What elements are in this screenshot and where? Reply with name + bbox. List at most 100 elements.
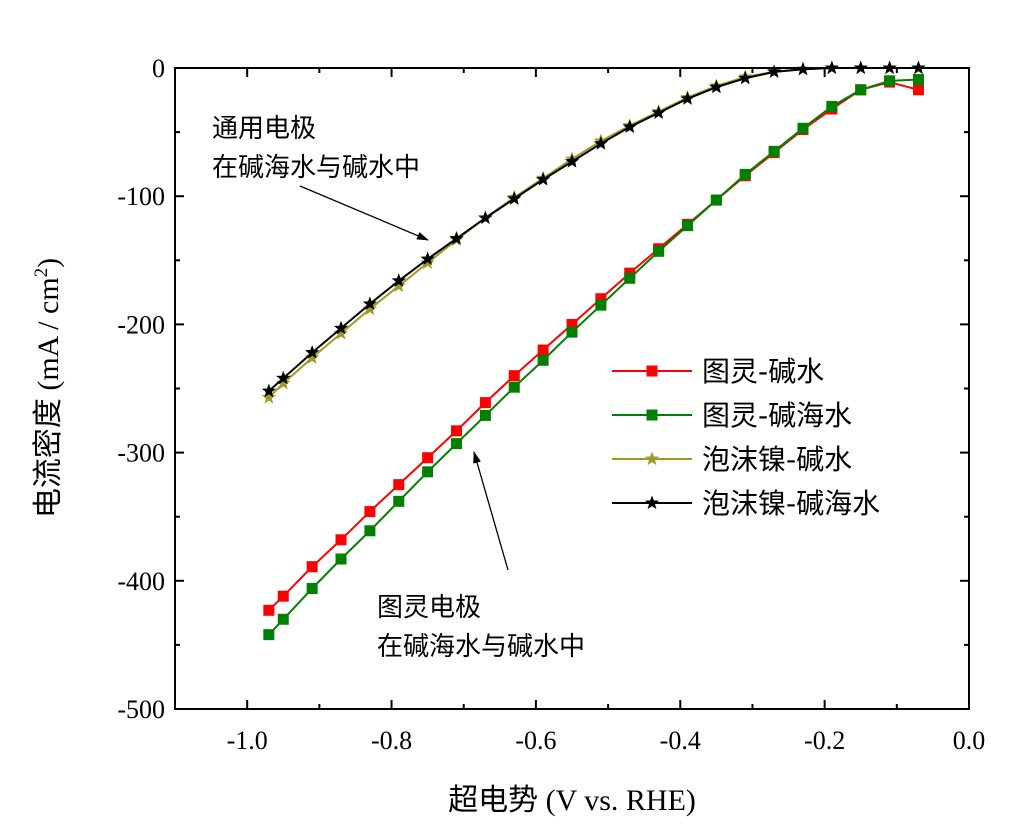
series-layer	[261, 60, 926, 641]
data-point	[277, 590, 289, 602]
y-tick-label: -200	[117, 310, 165, 339]
data-point	[624, 272, 636, 284]
y-axis-title-sup: 2	[31, 268, 52, 278]
data-point	[422, 452, 434, 464]
data-point	[537, 354, 549, 366]
annotation-turing-electrode: 图灵电极 在碱海水与碱水中	[377, 451, 585, 662]
legend-marker	[644, 451, 660, 466]
data-point	[362, 301, 378, 316]
data-point	[261, 389, 276, 404]
data-point	[306, 582, 318, 594]
data-point	[912, 74, 924, 86]
data-point	[710, 194, 722, 206]
legend-label: 泡沫镍-碱水	[702, 443, 852, 476]
annotation-generic-arrow	[299, 185, 429, 241]
data-point	[766, 64, 782, 78]
legend-item: 图灵-碱海水	[612, 399, 852, 432]
data-point	[479, 397, 491, 409]
data-point	[680, 91, 695, 105]
x-axis-title: 超电势 (V vs. RHE)	[448, 784, 696, 817]
data-point	[508, 370, 520, 382]
data-point	[824, 60, 839, 75]
data-point	[422, 466, 434, 478]
data-point	[912, 84, 924, 96]
data-point	[507, 191, 522, 205]
x-tick-label: -0.2	[804, 726, 845, 755]
axis-ticks: -1.0 -0.8 -0.6 -0.4 -0.2 0.0 0 -100 -200 -300 -400…	[117, 54, 985, 755]
data-point	[882, 60, 897, 75]
legend-label: 图灵-碱水	[702, 355, 824, 388]
data-point	[564, 154, 580, 168]
data-point	[911, 60, 926, 75]
data-point	[738, 70, 753, 85]
y-axis-title-main: 电流密度 (mA / cm	[32, 277, 65, 518]
data-point	[276, 375, 291, 390]
legend-label: 图灵-碱海水	[702, 399, 852, 432]
data-point	[306, 561, 318, 573]
data-point	[420, 251, 435, 266]
data-point	[884, 75, 896, 87]
y-axis-title-close: )	[32, 258, 65, 268]
data-point	[508, 381, 520, 393]
annotation-turing-arrow	[473, 451, 509, 571]
data-point	[595, 293, 607, 305]
y-tick-label: -100	[117, 182, 165, 211]
data-point	[535, 172, 551, 186]
data-point	[681, 220, 693, 232]
data-point	[333, 320, 349, 335]
y-tick-label: -500	[117, 695, 165, 724]
data-point	[709, 79, 724, 94]
data-point	[566, 318, 578, 330]
data-point	[451, 425, 463, 437]
data-point	[263, 629, 275, 641]
y-axis-title: 电流密度 (mA / cm2)	[31, 258, 65, 518]
annotation-generic-electrode: 通用电极 在碱海水与碱水中	[212, 114, 429, 241]
legend-marker	[646, 365, 658, 377]
data-point	[364, 506, 376, 518]
data-point	[479, 409, 491, 421]
data-point	[333, 325, 349, 340]
data-point	[653, 245, 665, 257]
data-point	[826, 100, 838, 112]
x-tick-label: -0.6	[515, 726, 556, 755]
data-point	[263, 604, 275, 616]
data-point	[593, 136, 609, 150]
data-point	[595, 299, 607, 311]
data-point	[537, 344, 549, 356]
data-point	[364, 525, 376, 537]
data-point	[478, 210, 493, 225]
data-point	[739, 168, 751, 180]
data-point	[261, 383, 276, 398]
legend-item: 泡沫镍-碱水	[612, 443, 852, 476]
series-3	[261, 60, 926, 398]
x-tick-label: -0.8	[371, 726, 412, 755]
data-point	[393, 495, 405, 507]
legend-marker	[646, 409, 658, 421]
data-point	[566, 326, 578, 338]
data-point	[305, 350, 320, 364]
data-point	[855, 84, 867, 96]
x-tick-label: -0.4	[660, 726, 701, 755]
legend-marker	[644, 495, 660, 510]
data-point	[277, 613, 289, 625]
annotation-generic-line-2: 在碱海水与碱水中	[212, 153, 420, 183]
data-point	[768, 145, 780, 157]
annotation-generic-line-1: 通用电极	[212, 114, 316, 144]
annotation-turing-line-2: 在碱海水与碱水中	[377, 632, 585, 662]
data-point	[335, 534, 347, 546]
data-point	[797, 122, 809, 134]
data-point	[391, 278, 406, 293]
y-tick-label: -300	[117, 439, 165, 468]
legend-item: 泡沫镍-碱海水	[612, 487, 880, 520]
series-line	[268, 67, 919, 392]
data-point	[451, 438, 463, 450]
data-point	[795, 61, 811, 76]
data-point	[305, 345, 320, 359]
y-tick-label: -400	[117, 567, 165, 596]
x-tick-label: 0.0	[953, 726, 986, 755]
legend-item: 图灵-碱水	[612, 355, 824, 388]
data-point	[651, 105, 666, 119]
data-point	[276, 370, 291, 385]
